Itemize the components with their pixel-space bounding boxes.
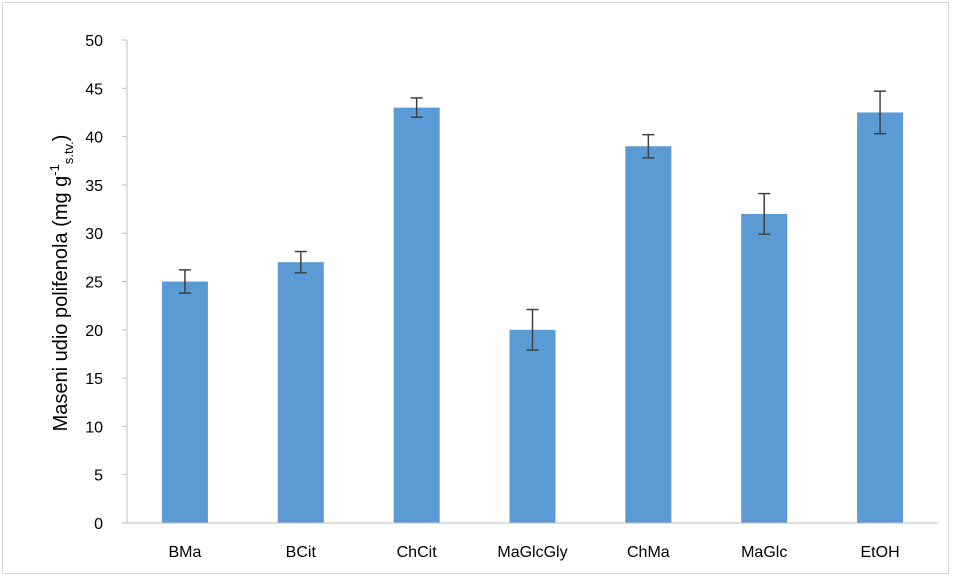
x-tick-label: MaGlc — [741, 544, 787, 561]
x-tick-label: EtOH — [861, 544, 900, 561]
x-tick-label: MaGlcGly — [497, 544, 567, 561]
error-bar-bma — [178, 269, 191, 294]
bar-chcit — [393, 107, 440, 524]
x-tick-label: BMa — [168, 544, 201, 561]
x-tick-label: ChMa — [627, 544, 670, 561]
bar-bma — [161, 281, 208, 523]
bar-chma — [625, 146, 672, 523]
x-axis-tick-labels: BMa BCit ChCit MaGlcGly ChMa MaGlc EtOH — [168, 544, 899, 561]
error-bar-maglcgly — [526, 308, 539, 351]
y-axis-title-close: ) — [50, 135, 72, 142]
x-tick-label: BCit — [286, 544, 317, 561]
error-bar-maglc — [758, 192, 771, 235]
y-tick-label: 0 — [94, 516, 103, 533]
y-tick-label: 10 — [85, 419, 103, 436]
y-tick-label: 5 — [94, 468, 103, 485]
y-tick-label: 45 — [85, 81, 103, 98]
y-tick-label: 35 — [85, 178, 103, 195]
y-axis-title-main: Maseni udio polifenola (mg g — [50, 176, 72, 432]
y-tick-label: 40 — [85, 130, 103, 147]
y-axis-title-sup: -1 — [47, 164, 62, 176]
y-axis-ticks: 0 5 10 15 20 25 30 35 40 45 50 — [85, 33, 127, 533]
error-bar-chma — [642, 133, 655, 159]
error-bar-etoh — [874, 90, 887, 135]
bar-bcit — [277, 262, 324, 523]
x-tick-label: ChCit — [397, 544, 438, 561]
error-bars — [178, 90, 887, 351]
error-bar-bcit — [294, 250, 307, 274]
bar-maglc — [741, 213, 788, 523]
bar-etoh — [857, 112, 904, 523]
y-tick-label: 20 — [85, 323, 103, 340]
bars — [161, 107, 904, 524]
y-tick-label: 25 — [85, 275, 103, 292]
error-bar-chcit — [410, 97, 423, 119]
y-tick-label: 15 — [85, 371, 103, 388]
y-tick-label: 30 — [85, 226, 103, 243]
bar-maglcgly — [509, 329, 556, 523]
y-axis-title: Maseni udio polifenola (mg g-1s.tv.) — [47, 135, 76, 432]
y-axis-title-sub: s.tv. — [61, 141, 76, 164]
y-tick-label: 50 — [85, 33, 103, 50]
